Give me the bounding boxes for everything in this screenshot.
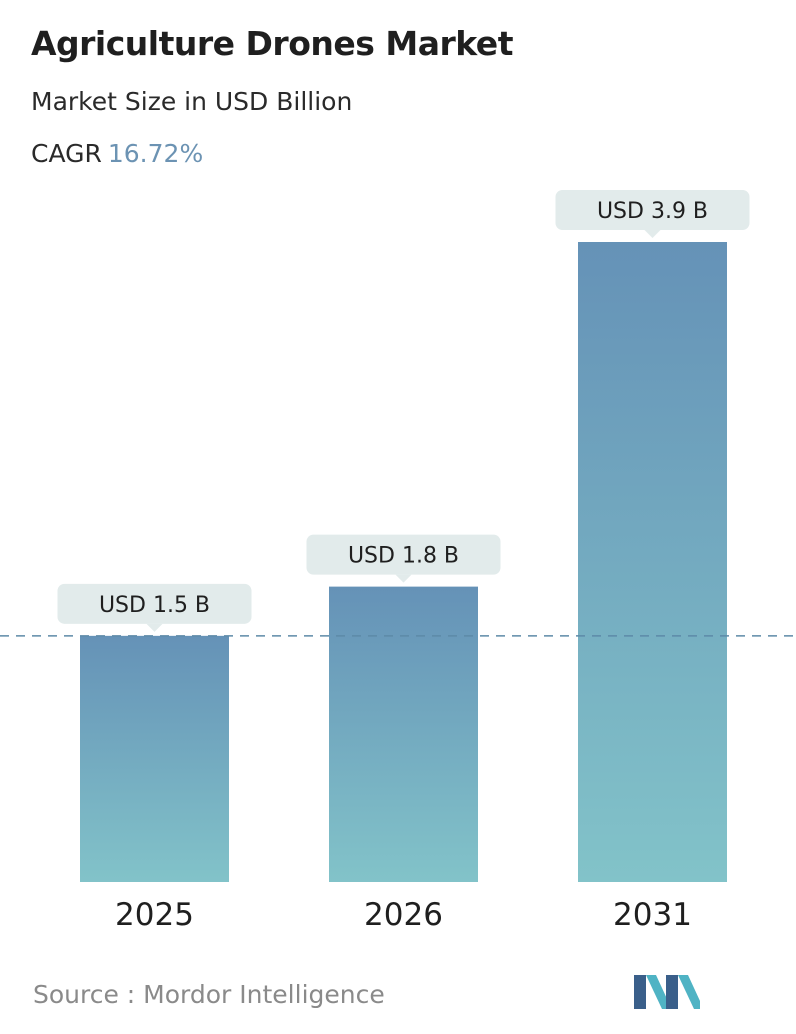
x-tick-label: 2025 [115, 897, 194, 933]
svg-text:USD 3.9 B: USD 3.9 B [597, 199, 708, 224]
cagr-line: CAGR 16.72% [31, 139, 203, 168]
bar-2031 [578, 242, 727, 882]
svg-text:USD 1.5 B: USD 1.5 B [99, 593, 210, 618]
x-tick-label: 2026 [364, 897, 443, 933]
chart-subtitle: Market Size in USD Billion [31, 87, 353, 116]
mordor-intelligence-logo [634, 975, 700, 1009]
bar-chart: USD 1.5 B 2025 USD 1.8 B 2026 USD 3.9 B 2031 [0, 190, 796, 933]
bar-2025 [80, 635, 229, 882]
svg-text:USD 1.8 B: USD 1.8 B [348, 544, 459, 569]
value-label-2025: USD 1.5 B [57, 583, 252, 632]
value-label-2026: USD 1.8 B [306, 534, 501, 583]
cagr-value: 16.72% [107, 139, 204, 168]
chart-title: Agriculture Drones Market [31, 24, 513, 63]
source-note: Source : Mordor Intelligence [33, 980, 385, 1009]
cagr-label: CAGR [31, 139, 102, 168]
bar-2026 [329, 586, 478, 882]
value-label-2031: USD 3.9 B [555, 190, 750, 238]
x-tick-label: 2031 [613, 897, 692, 933]
